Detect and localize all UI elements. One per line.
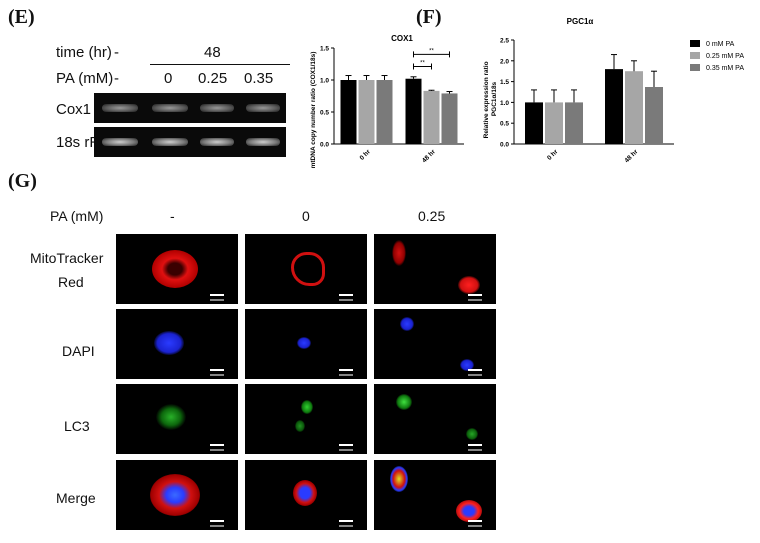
pgc1a-bar-chart: PGC1α Relative expression ratio PGC1α/18… [483,17,744,164]
row-label-red: Red [58,274,84,290]
micrograph-dapi-025mm [374,309,496,379]
pa-value-control: - [114,70,119,87]
micrograph-merge-control [116,460,238,530]
legend-swatch [690,52,700,59]
micrograph-lc3-control [116,384,238,454]
cox1-y-axis-label: mtDNA copy number ratio (COX1/18s) [310,52,317,169]
gel-band [102,138,138,146]
y-tick-label: 0.0 [320,142,329,149]
gel-label-cox1: Cox1 [56,101,92,118]
column-label-0: 0 [302,208,310,224]
significance-label: ** [420,61,425,67]
cox1-chart-title: COX1 [391,34,413,43]
gel-band [152,138,188,146]
pa-value-0: 0 [164,70,173,87]
bar [545,102,563,144]
pa-label: PA (mM) [56,70,114,87]
time-underline [150,64,290,65]
bar [376,80,393,144]
micrograph-mitotracker-control [116,234,238,304]
pgc1a-y-axis-label-line2: PGC1α/18s [491,81,498,116]
row-label-mitotracker: MitoTracker [30,250,104,266]
pgc1a-chart-title: PGC1α [567,17,594,26]
significance-label: ** [429,48,434,54]
bar [423,90,440,144]
gel-band [246,138,280,146]
y-tick-label: 2.5 [500,38,509,45]
panel-f-letter: (F) [416,6,442,28]
pgc1a-y-axis-label: Relative expression ratio PGC1α/18s [483,60,498,139]
legend-swatch [690,40,700,47]
pgc1a-y-axis-label-line1: Relative expression ratio [483,61,490,138]
gel-band [246,104,280,112]
micrograph-merge-0mm [245,460,367,530]
time-value-control: - [114,44,119,61]
bar [565,102,583,144]
y-tick-label: 1.5 [500,79,509,86]
y-tick-label: 1.5 [320,46,329,53]
gel-band [152,104,188,112]
gel-image-18s [94,127,286,157]
bar [340,80,357,144]
row-label-dapi: DAPI [62,343,95,359]
bar [405,78,422,144]
gel-band [200,138,234,146]
bar [358,80,375,144]
y-tick-label: 1.0 [320,78,329,85]
pa-value-025: 0.25 [198,70,228,87]
micrograph-mitotracker-0mm [245,234,367,304]
bar [625,71,643,144]
bar [525,102,543,144]
y-tick-label: 2.0 [500,58,509,65]
micrograph-dapi-control [116,309,238,379]
panel-e-letter: (E) [8,6,35,28]
panel-g-letter: (G) [8,170,37,192]
legend-label: 0 mM PA [706,41,735,48]
gel-image-cox1 [94,93,286,123]
x-tick-label: 48 hr [421,148,437,164]
y-tick-label: 1.0 [500,100,509,107]
bar [441,93,458,144]
micrograph-lc3-0mm [245,384,367,454]
cox1-bar-chart: COX1 mtDNA copy number ratio (COX1/18s) … [310,34,464,169]
micrograph-lc3-025mm [374,384,496,454]
y-tick-label: 0.5 [320,110,329,117]
micrograph-merge-025mm [374,460,496,530]
x-tick-label: 0 hr [546,148,560,162]
row-label-lc3: LC3 [64,418,90,434]
bar [645,87,663,144]
column-label-025: 0.25 [418,208,446,224]
gel-band [102,104,138,112]
bar [605,69,623,144]
micrograph-mitotracker-025mm [374,234,496,304]
legend-swatch [690,64,700,71]
x-tick-label: 0 hr [359,148,373,162]
y-tick-label: 0.0 [500,142,509,149]
panel-g-pa-label: PA (mM) [50,208,104,224]
micrograph-dapi-0mm [245,309,367,379]
legend-label: 0.35 mM PA [706,65,744,72]
y-tick-label: 0.5 [500,121,509,128]
x-tick-label: 48 hr [623,148,639,164]
pgc1a-legend: 0 mM PA 0.25 mM PA 0.35 mM PA [690,40,744,72]
time-value-48: 48 [204,44,221,61]
pa-value-035: 0.35 [244,70,274,87]
gel-band [200,104,234,112]
column-label-control: - [170,208,175,224]
legend-label: 0.25 mM PA [706,53,744,60]
row-label-merge: Merge [56,490,96,506]
time-label: time (hr) [56,44,112,61]
